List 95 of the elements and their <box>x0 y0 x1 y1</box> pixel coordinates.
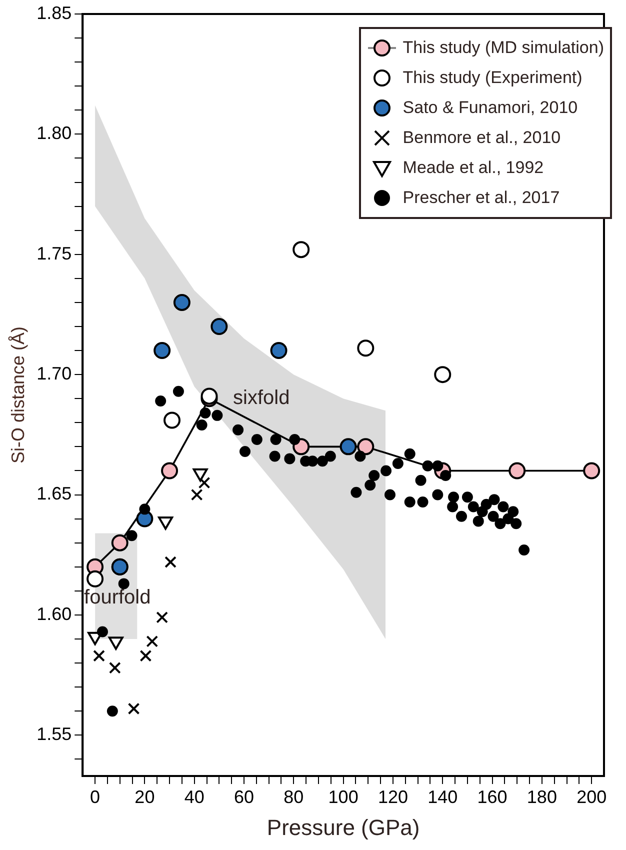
point <box>354 450 366 462</box>
y-tick-label: 1.80 <box>36 123 72 144</box>
x-tick-label: 60 <box>234 786 254 807</box>
point <box>240 446 250 457</box>
point <box>126 530 138 542</box>
point <box>128 702 140 715</box>
point <box>251 434 262 445</box>
x-axis-title: Pressure (GPa) <box>266 814 420 840</box>
x-tick-label: 160 <box>477 786 508 807</box>
legend-label: Benmore et al., 2010 <box>402 128 561 148</box>
y-tick-label: 1.70 <box>36 364 72 384</box>
point <box>448 492 460 503</box>
point <box>154 342 171 360</box>
point <box>488 510 499 522</box>
point <box>212 410 223 421</box>
point <box>462 492 473 503</box>
x-tick-label: 100 <box>328 786 358 807</box>
point <box>173 294 190 311</box>
annotation: fourfold <box>84 586 151 609</box>
point <box>190 488 203 501</box>
point <box>340 438 357 456</box>
point <box>456 510 467 522</box>
x-tick-label: 180 <box>526 786 557 807</box>
point <box>106 706 118 717</box>
point <box>508 506 519 518</box>
point <box>140 650 152 662</box>
x-tick-label: 20 <box>134 786 155 807</box>
legend-label: This study (MD simulation) <box>402 38 604 58</box>
point <box>583 462 600 480</box>
point <box>364 480 376 491</box>
point <box>510 518 522 530</box>
point <box>156 611 168 624</box>
point <box>232 424 244 436</box>
point <box>270 434 282 445</box>
point <box>508 462 526 480</box>
point <box>415 474 426 486</box>
point <box>200 408 211 419</box>
point <box>118 578 130 590</box>
point <box>198 476 210 489</box>
point <box>146 635 158 648</box>
point <box>472 516 484 527</box>
point <box>432 489 444 500</box>
x-tick-label: 40 <box>184 786 204 807</box>
point <box>289 434 300 445</box>
point <box>164 556 176 568</box>
y-tick-label: 1.65 <box>36 484 72 504</box>
point <box>139 504 150 515</box>
point <box>284 453 296 464</box>
point <box>480 498 492 510</box>
legend-label: Sato & Funamori, 2010 <box>402 98 578 118</box>
point <box>96 626 108 638</box>
point <box>111 534 128 552</box>
point <box>368 470 380 482</box>
annotation: sixfold <box>233 387 290 410</box>
x-tick-label: 80 <box>284 786 304 807</box>
point <box>108 662 121 674</box>
point <box>210 318 228 335</box>
x-tick-label: 140 <box>428 786 458 807</box>
point <box>93 650 105 662</box>
point <box>200 388 218 405</box>
point <box>270 342 288 360</box>
point <box>417 496 428 508</box>
point <box>196 420 208 431</box>
point <box>468 501 479 512</box>
point <box>404 496 416 508</box>
legend-label: Prescher et al., 2017 <box>402 188 560 208</box>
point <box>498 501 509 512</box>
point <box>494 518 506 530</box>
legend-label: Meade et al., 1992 <box>402 158 544 178</box>
point <box>357 438 374 456</box>
point <box>384 489 396 500</box>
point <box>161 462 178 480</box>
point <box>350 486 362 498</box>
x-tick-label: 120 <box>378 786 408 807</box>
point <box>172 386 184 397</box>
point <box>447 501 458 512</box>
y-tick-label: 1.60 <box>36 604 72 624</box>
point <box>324 450 336 462</box>
legend-label: This study (Experiment) <box>402 68 582 88</box>
point <box>316 456 328 467</box>
y-tick-label: 1.85 <box>36 2 72 23</box>
point <box>404 448 416 460</box>
x-tick-label: 0 <box>90 786 100 807</box>
point <box>518 544 530 556</box>
point <box>422 460 434 472</box>
y-axis-title: Si-O distance (Å) <box>8 326 28 464</box>
point <box>86 570 104 588</box>
x-tick-label: 200 <box>576 786 607 807</box>
y-tick-label: 1.75 <box>36 243 72 264</box>
point <box>269 450 280 462</box>
point <box>392 458 404 470</box>
y-tick-label: 1.55 <box>36 724 72 744</box>
point <box>488 494 500 506</box>
point <box>155 396 166 407</box>
point <box>380 465 392 476</box>
